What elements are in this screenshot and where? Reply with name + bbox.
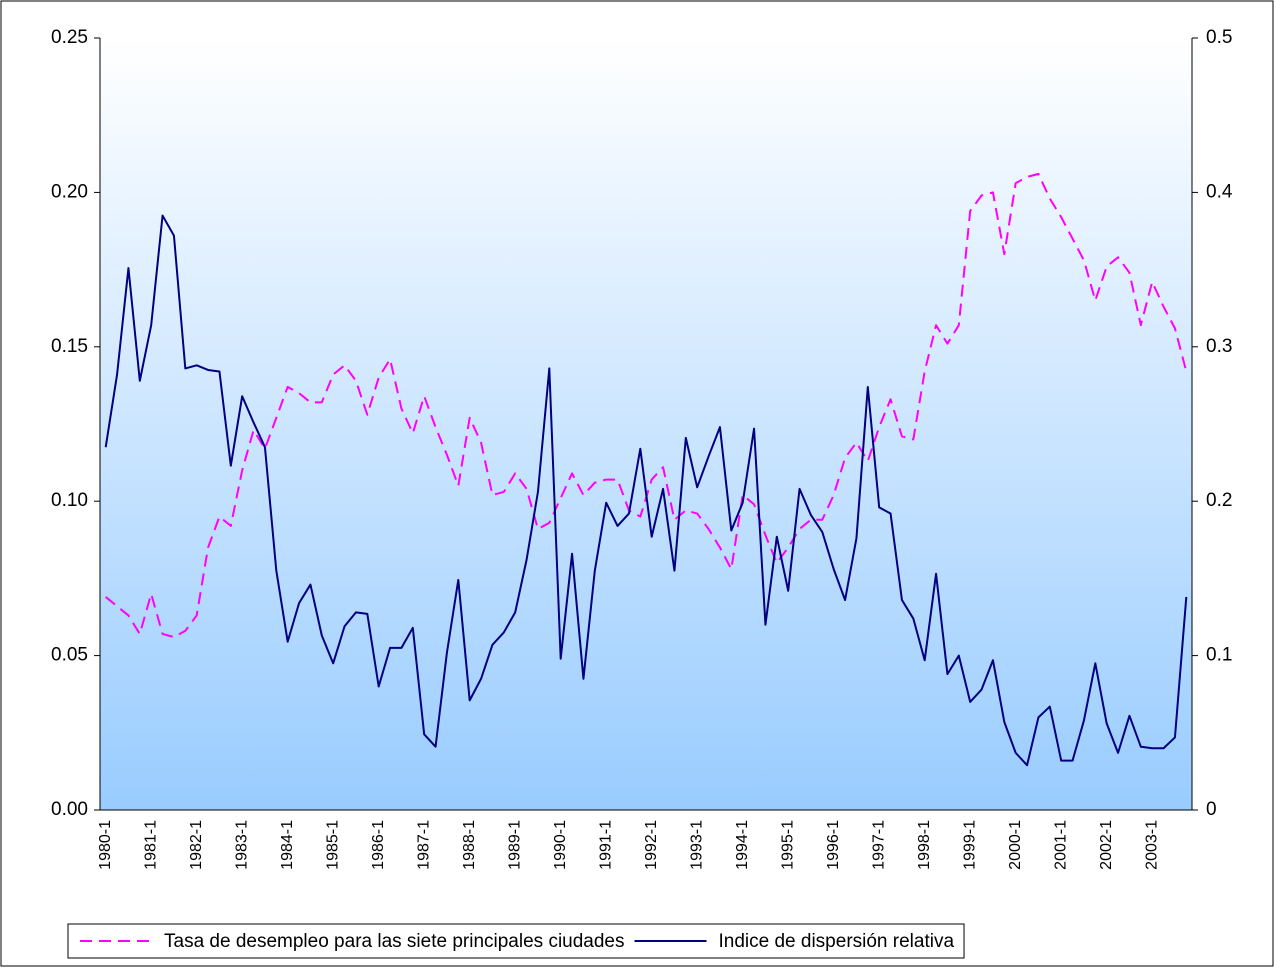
- x-tick-label: 1991-1: [597, 820, 614, 870]
- series-line: [104, 214, 1188, 767]
- x-tick-label: 1987-1: [415, 820, 432, 870]
- x-tick-label: 1984-1: [279, 820, 296, 870]
- x-tick-label: 1989-1: [506, 820, 523, 870]
- x-tick-label: 1996-1: [825, 820, 842, 870]
- y-tick-label: 0.10: [51, 490, 88, 511]
- x-tick-label: 2002-1: [1098, 820, 1115, 870]
- x-tick-label: 2000-1: [1007, 820, 1024, 870]
- x-tick-label: 1990-1: [552, 820, 569, 870]
- x-tick-label: 1997-1: [870, 820, 887, 870]
- y2-tick-label: 0: [1206, 799, 1217, 820]
- y2-tick-label: 0.3: [1206, 336, 1232, 357]
- x-tick-label: 1980-1: [97, 820, 114, 870]
- y-tick-label: 0.20: [51, 181, 88, 202]
- x-tick-label: 1982-1: [188, 820, 205, 870]
- y-tick-label: 0.00: [51, 799, 88, 820]
- x-tick-label: 1981-1: [142, 820, 159, 870]
- x-tick-label: 1988-1: [461, 820, 478, 870]
- x-tick-label: 1986-1: [370, 820, 387, 870]
- x-tick-label: 1992-1: [643, 820, 660, 870]
- legend-label: Indice de dispersión relativa: [719, 931, 955, 952]
- y-tick-label: 0.15: [51, 336, 88, 357]
- y2-tick-label: 0.2: [1206, 490, 1232, 511]
- plot-area: [100, 38, 1192, 810]
- x-tick-label: 2001-1: [1052, 820, 1069, 870]
- x-tick-label: 1999-1: [961, 820, 978, 870]
- x-tick-label: 1995-1: [779, 820, 796, 870]
- x-tick-label: 1994-1: [734, 820, 751, 870]
- y-tick-label: 0.05: [51, 645, 88, 666]
- y2-tick-label: 0.1: [1206, 645, 1232, 666]
- y2-tick-label: 0.4: [1206, 181, 1233, 202]
- x-tick-label: 1985-1: [324, 820, 341, 870]
- y2-tick-label: 0.5: [1206, 27, 1232, 48]
- x-tick-label: 2003-1: [1143, 820, 1160, 870]
- x-tick-label: 1983-1: [233, 820, 250, 870]
- legend-label: Tasa de desempleo para las siete princip…: [164, 931, 625, 952]
- y-tick-label: 0.25: [51, 27, 88, 48]
- legend: [67, 923, 965, 959]
- x-tick-label: 1993-1: [688, 820, 705, 870]
- x-tick-label: 1998-1: [916, 820, 933, 870]
